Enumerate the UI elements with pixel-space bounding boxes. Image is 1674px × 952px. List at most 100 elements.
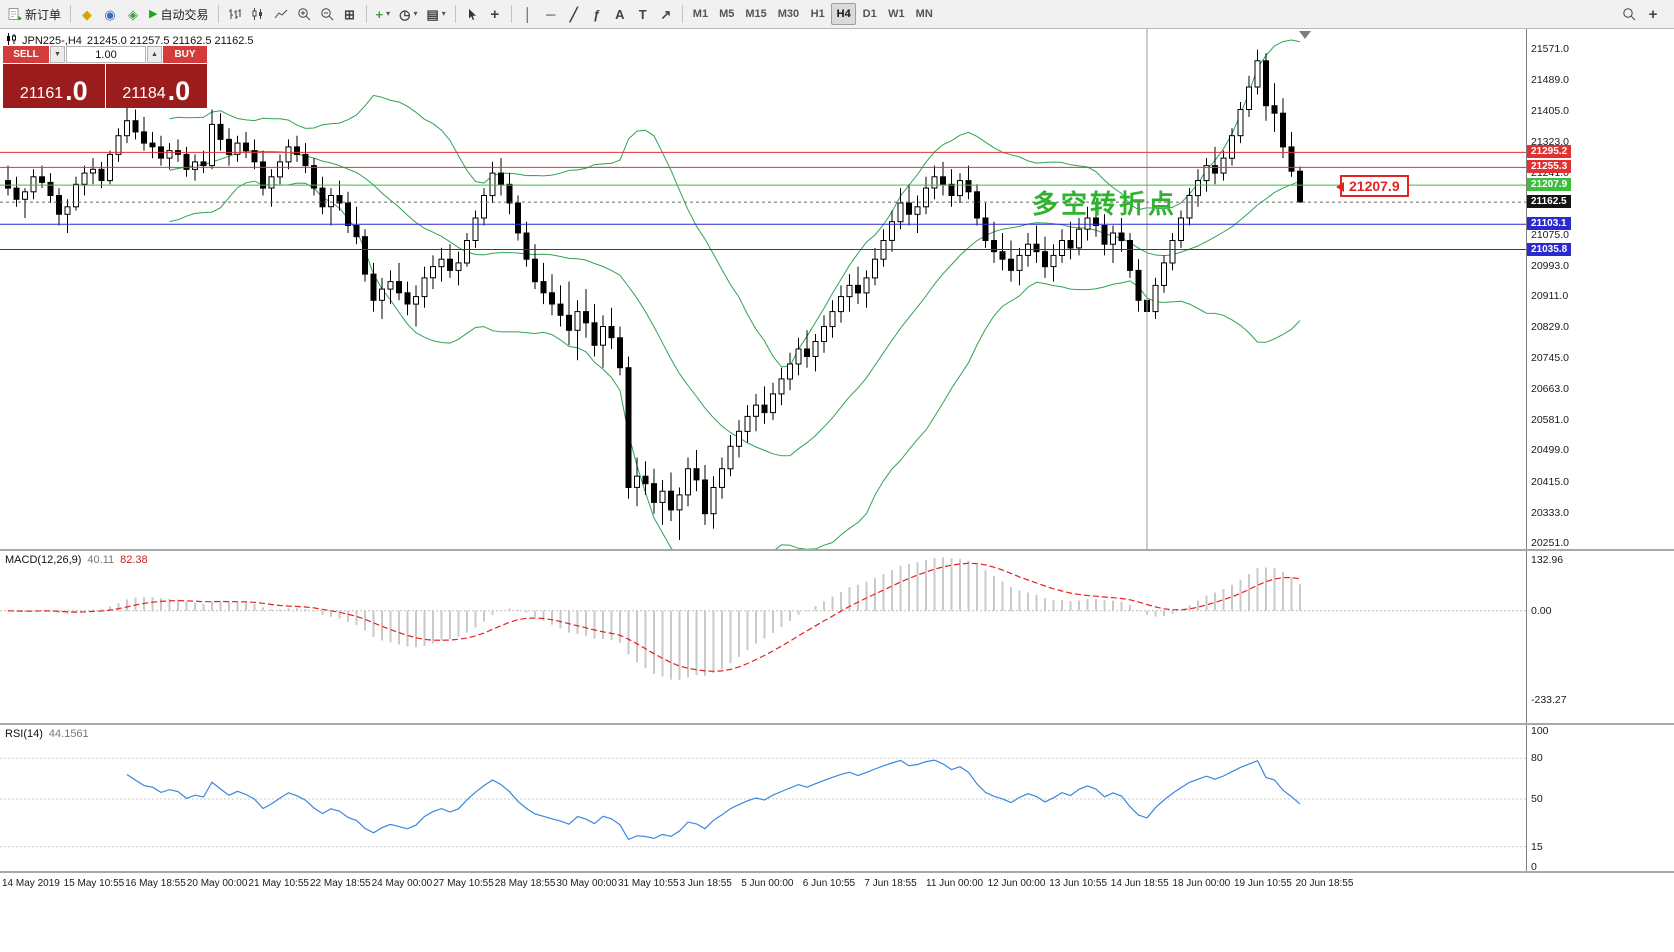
cursor-button[interactable]	[461, 3, 483, 25]
panel-splitter[interactable]	[0, 871, 1674, 873]
rsi-tick: 80	[1531, 752, 1543, 765]
time-tick: 31 May 10:55	[618, 878, 679, 889]
periods-button[interactable]: ◷ ▾	[395, 3, 421, 25]
main-chart[interactable]	[0, 29, 1526, 549]
deposit-gold-button[interactable]: ◆	[76, 3, 98, 25]
timeframe-m15[interactable]: M15	[745, 8, 767, 20]
timeframe-m30[interactable]: M30	[777, 8, 800, 20]
time-tick: 27 May 10:55	[433, 878, 494, 889]
chart-shift-marker[interactable]	[1299, 31, 1311, 39]
crosshair-button[interactable]: +	[484, 3, 506, 25]
timeframe-m5[interactable]: M5	[719, 8, 735, 20]
plus-icon: +	[1648, 5, 1658, 23]
buy-button[interactable]: BUY	[163, 46, 207, 63]
buy-price-frac: .0	[167, 76, 191, 107]
macd-panel[interactable]: MACD(12,26,9) 40.11 82.38	[0, 551, 1526, 723]
fibonacci-tool[interactable]: ƒ	[586, 3, 608, 25]
vertical-line-tool[interactable]: │	[517, 3, 539, 25]
toolbar-separator	[365, 5, 367, 23]
sell-price-box[interactable]: 21161 .0	[3, 64, 105, 108]
sell-price-frac: .0	[65, 76, 88, 107]
timeframe-w1[interactable]: W1	[888, 8, 905, 20]
volume-increase-button[interactable]: ▲	[147, 46, 162, 63]
zoom-in-button[interactable]	[293, 3, 315, 25]
timeframe-m1[interactable]: M1	[692, 8, 709, 20]
news-icon: ◈	[128, 6, 139, 22]
candlestick-chart-icon	[251, 7, 265, 21]
rsi-canvas	[0, 757, 1526, 848]
templates-button[interactable]: ▤ ▾	[422, 3, 449, 25]
macd-tick: 0.00	[1531, 604, 1552, 617]
clock-icon: ◷	[399, 6, 411, 22]
text-tool[interactable]: A	[609, 3, 631, 25]
time-tick: 7 Jun 18:55	[864, 878, 917, 889]
zoom-out-icon	[320, 7, 334, 21]
timeframe-h4[interactable]: H4	[831, 3, 857, 25]
time-tick: 13 Jun 10:55	[1049, 878, 1108, 889]
add-button[interactable]: +	[1642, 3, 1664, 25]
trendline-tool[interactable]: ╱	[563, 3, 585, 25]
rsi-panel[interactable]: RSI(14) 44.1561	[0, 725, 1526, 871]
time-tick: 20 May 00:00	[186, 878, 248, 889]
bar-chart-button[interactable]	[224, 3, 246, 25]
price-axis-main[interactable]: 21571.021489.021405.021323.021241.021075…	[1526, 29, 1674, 549]
time-axis[interactable]: 14 May 2019 15 May 10:55 16 May 18:55 20 Ma…	[0, 873, 1674, 897]
price-tick: 21075.0	[1531, 228, 1569, 241]
sell-button[interactable]: SELL	[3, 46, 49, 63]
chevron-down-icon: ▾	[413, 9, 418, 18]
auto-trading-play-icon: ▶	[149, 7, 158, 20]
tile-windows-icon: ⊞	[344, 6, 355, 22]
horizontal-line-icon: ─	[546, 6, 556, 22]
volume-decrease-button[interactable]: ▼	[50, 46, 65, 63]
new-order-label: 新订单	[25, 7, 62, 22]
gold-icon: ◆	[82, 6, 93, 22]
rsi-tick: 0	[1531, 861, 1537, 873]
zoom-out-button[interactable]	[316, 3, 338, 25]
price-axis-rsi[interactable]: 100 80 50 15 0	[1526, 725, 1674, 873]
arrows-tool[interactable]: ↗	[655, 3, 677, 25]
main-chart-canvas	[0, 29, 1526, 549]
toolbar-separator	[217, 5, 219, 23]
time-tick: 22 May 18:55	[310, 878, 371, 889]
search-button[interactable]	[1618, 3, 1640, 25]
horizontal-line-tool[interactable]: ─	[540, 3, 562, 25]
buy-price-box[interactable]: 21184 .0	[105, 64, 207, 108]
candlestick-chart-button[interactable]	[247, 3, 269, 25]
time-tick: 3 Jun 18:55	[679, 878, 732, 889]
label-tool[interactable]: T	[632, 3, 654, 25]
timeframe-mn[interactable]: MN	[915, 8, 933, 20]
chevron-down-icon: ▾	[441, 9, 446, 18]
price-tick: 20993.0	[1531, 259, 1569, 272]
timeframe-d1[interactable]: D1	[862, 8, 877, 20]
template-icon: ▤	[426, 6, 439, 22]
price-tick: 20829.0	[1531, 320, 1569, 333]
time-tick: 19 Jun 10:55	[1234, 878, 1292, 889]
mini-candle-icon	[6, 33, 17, 48]
timeframe-h1[interactable]: H1	[810, 8, 825, 20]
indicators-button[interactable]: + ▾	[372, 3, 395, 25]
volume-input[interactable]: 1.00	[66, 46, 146, 63]
panel-splitter[interactable]	[0, 549, 1674, 551]
price-tick: 20663.0	[1531, 383, 1569, 395]
new-order-button[interactable]: 新订单	[4, 3, 65, 25]
rsi-tick: 50	[1531, 793, 1543, 805]
new-order-icon	[8, 7, 22, 21]
toolbar-separator	[510, 5, 512, 23]
tile-windows-button[interactable]: ⊞	[339, 3, 361, 25]
community-button[interactable]: ◉	[99, 3, 121, 25]
chart-header: JPN225-,H4 21245.0 21257.5 21162.5 21162…	[6, 33, 254, 48]
time-tick: 15 May 10:55	[63, 878, 125, 889]
fibonacci-icon: ƒ	[593, 6, 601, 22]
time-tick: 12 Jun 00:00	[987, 878, 1046, 889]
line-chart-button[interactable]	[270, 3, 292, 25]
price-axis-macd[interactable]: 132.96 0.00 -233.27	[1526, 551, 1674, 723]
panel-splitter[interactable]	[0, 723, 1674, 725]
price-line-badge: 21035.8	[1527, 242, 1572, 256]
toolbar-separator	[681, 5, 683, 23]
news-button[interactable]: ◈	[122, 3, 144, 25]
cursor-icon	[465, 8, 478, 21]
price-line-badge: 21295.2	[1527, 145, 1572, 159]
auto-trading-button[interactable]: ▶ 自动交易	[145, 3, 212, 25]
price-callout-label: 21207.9	[1336, 175, 1409, 197]
